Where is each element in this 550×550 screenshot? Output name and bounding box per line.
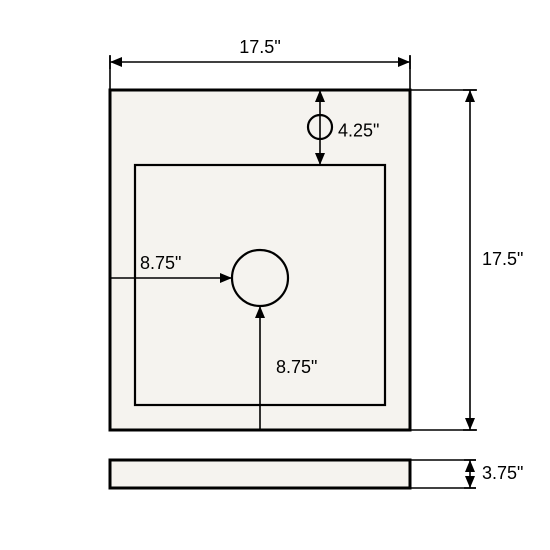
label-drain-x: 8.75" bbox=[140, 253, 181, 273]
label-drain-y: 8.75" bbox=[276, 357, 317, 377]
label-side-height: 3.75" bbox=[482, 463, 523, 483]
label-faucet-depth: 4.25" bbox=[338, 120, 379, 140]
side-rect bbox=[110, 460, 410, 488]
dimension-diagram: 17.5" 17.5" 4.25" 8.75" 8.75" 3.75" bbox=[0, 0, 550, 550]
label-width-top: 17.5" bbox=[239, 37, 280, 57]
label-height-right: 17.5" bbox=[482, 249, 523, 269]
